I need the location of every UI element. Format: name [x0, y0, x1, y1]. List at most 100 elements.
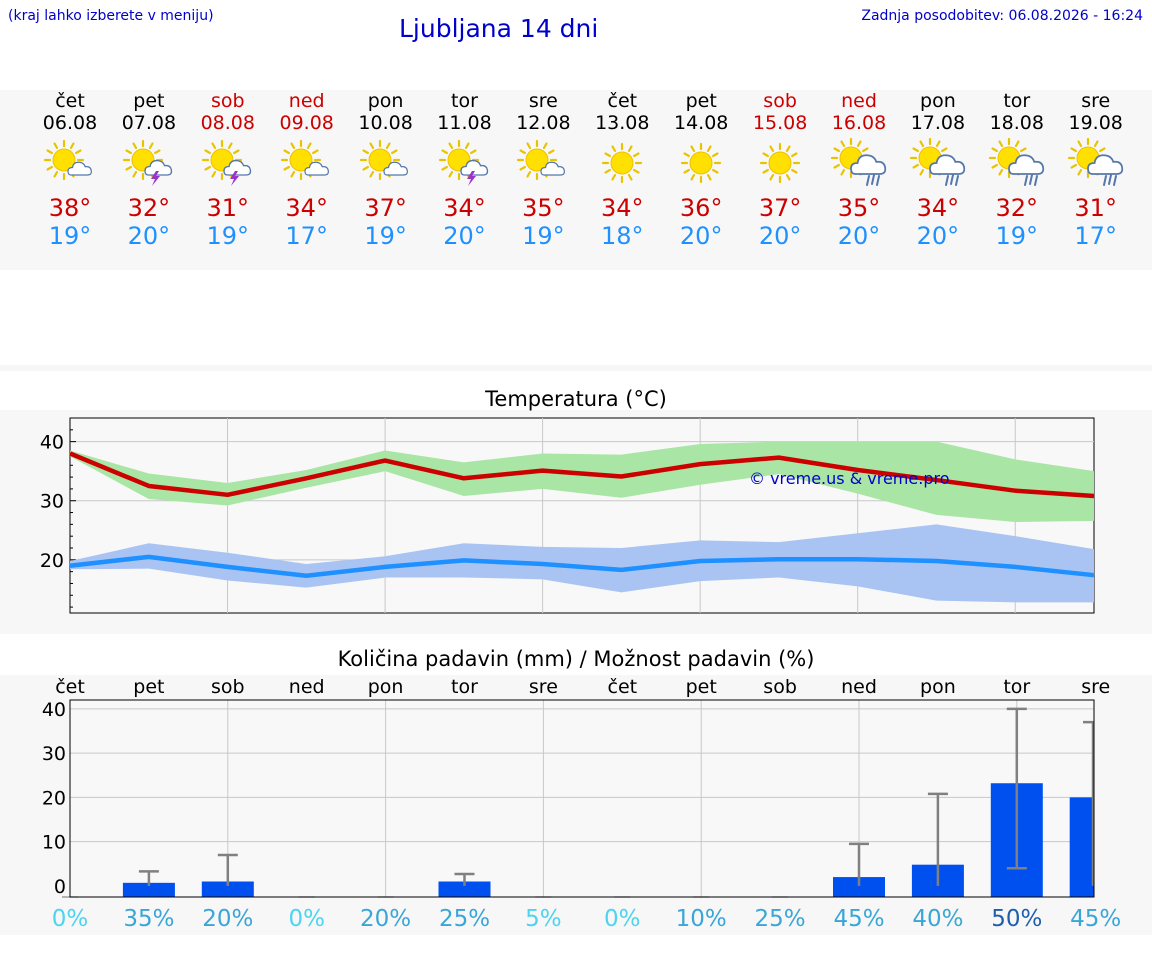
day-date: 08.08	[200, 112, 255, 134]
day-category-label: tor	[1003, 676, 1030, 698]
day-name: pet	[133, 90, 165, 112]
rain-drop	[866, 175, 870, 186]
sun-ray	[53, 171, 59, 178]
cloud-outline	[223, 159, 251, 176]
sun-ray	[912, 163, 919, 169]
day-category-label: sob	[763, 676, 797, 698]
sun-icon	[602, 142, 643, 184]
precipitation-bar	[833, 877, 885, 897]
precipitation-probability: 0%	[288, 906, 325, 932]
sun-storm-icon	[435, 138, 495, 188]
sun-storm-icon	[438, 139, 488, 186]
sun-cloud-icon	[517, 139, 566, 181]
forecast-day: sob 08.08 31° 19°	[188, 90, 268, 250]
day-category-label: tor	[451, 676, 478, 698]
sun-cloud-icon	[513, 138, 573, 188]
sun-ray	[611, 174, 617, 181]
sun-storm-icon	[198, 138, 258, 188]
min-temperature: 20°	[679, 222, 723, 250]
precipitation-probability: 5%	[525, 906, 562, 932]
sun-ray	[785, 145, 791, 152]
y-tick-label: 20	[40, 550, 64, 572]
cloud-shape	[223, 159, 251, 176]
sun-ray	[53, 142, 59, 149]
day-category-label: ned	[289, 676, 325, 698]
cloud-shape	[850, 154, 887, 175]
y-tick-label: 10	[42, 832, 66, 854]
sun-cloud-icon	[280, 139, 329, 181]
sun-ray	[125, 165, 132, 171]
sun-icon	[759, 142, 801, 184]
forecast-day: ned 16.08 35° 20°	[819, 90, 899, 250]
sun-ray	[690, 174, 696, 181]
day-name: pon	[920, 90, 956, 112]
sun-ray	[548, 149, 555, 155]
max-temperature: 32°	[127, 194, 171, 222]
day-category-label: pon	[920, 676, 956, 698]
sun-shape	[759, 142, 801, 184]
cloud-outline	[382, 161, 408, 176]
last-updated: Zadnja posodobitev: 06.08.2026 - 16:24	[861, 8, 1143, 24]
sun-ray	[991, 147, 998, 153]
sun-ray	[791, 168, 798, 174]
sun-ray	[46, 165, 53, 171]
sun-cloud-icon	[43, 139, 92, 181]
day-category-label: sob	[211, 676, 245, 698]
sun-ray	[440, 165, 448, 171]
sun-ray	[769, 174, 775, 181]
sun-ray	[290, 171, 295, 178]
cloud-outline	[144, 159, 173, 176]
day-date: 17.08	[910, 112, 966, 134]
cloud-shape	[382, 161, 408, 176]
sun-ray	[211, 142, 216, 149]
max-temperature: 31°	[1074, 194, 1117, 222]
min-temperature: 19°	[995, 222, 1039, 250]
cloud-outline	[540, 161, 566, 176]
day-name: čet	[607, 90, 638, 112]
plot-frame	[69, 699, 1095, 898]
page-title: Ljubljana 14 dni	[399, 14, 599, 43]
day-category-label: pon	[368, 676, 404, 698]
sun-ray	[290, 142, 295, 149]
cloud-outline	[1007, 154, 1044, 175]
min-temperature: 20°	[127, 222, 171, 250]
sun-ray	[306, 142, 312, 149]
sun-disc	[610, 151, 634, 175]
tmin-line	[69, 554, 1095, 579]
sun-shape	[43, 139, 85, 181]
rain-drop	[1102, 175, 1107, 186]
forecast-day: pet 14.08 36° 20°	[661, 90, 741, 250]
sun-shape	[280, 139, 321, 181]
max-temperature: 32°	[995, 194, 1039, 222]
day-category-label: ned	[841, 676, 877, 698]
sun-ray	[1093, 140, 1099, 147]
location-hint: (kraj lahko izberete v meniju)	[8, 8, 214, 24]
forecast-day: pon 10.08 37° 19°	[346, 90, 426, 250]
sun-ray	[283, 165, 290, 171]
sun-cloud-icon	[40, 138, 100, 188]
min-temperature: 20°	[443, 222, 486, 250]
lightning-bolt	[150, 171, 160, 186]
sun-shape	[517, 139, 558, 181]
sun-cloud-rain-icon	[988, 137, 1044, 186]
day-category-label: pet	[686, 676, 717, 698]
sun-shape	[681, 142, 722, 184]
sun-ray	[447, 171, 453, 178]
sun-cloud-icon	[277, 138, 337, 188]
day-date: 10.08	[358, 112, 413, 134]
sun-ray	[633, 152, 640, 158]
forecast-day: ned 09.08 34° 17°	[267, 90, 347, 250]
sun-cloud-icon	[359, 139, 408, 181]
sun-ray	[856, 140, 862, 147]
sun-ray	[998, 140, 1003, 147]
day-date: 14.08	[673, 112, 729, 134]
sun-cloud-rain-icon	[909, 137, 966, 186]
y-tick-label: 30	[40, 491, 64, 513]
min-temperature: 19°	[364, 222, 407, 250]
precipitation-probability: 0%	[52, 906, 89, 932]
sun-ray	[204, 165, 211, 171]
sun-ray	[390, 149, 398, 155]
sun-ray	[46, 149, 53, 155]
sun-ray	[1077, 169, 1082, 176]
day-name: tor	[1003, 90, 1031, 112]
